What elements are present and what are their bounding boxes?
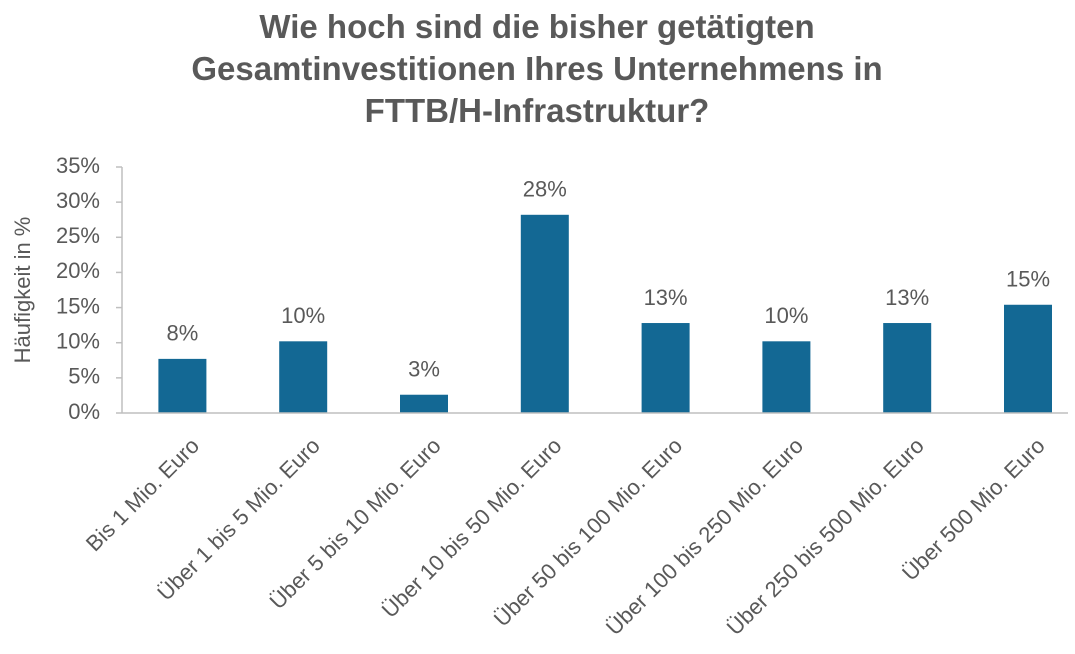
y-axis-label: Häufigkeit in %	[10, 217, 35, 364]
y-tick-label: 35%	[56, 153, 100, 178]
bar	[520, 214, 569, 413]
y-tick-label: 10%	[56, 329, 100, 354]
bar	[762, 341, 811, 413]
bar	[279, 341, 328, 413]
value-label: 13%	[885, 285, 929, 310]
bar	[1004, 304, 1052, 413]
value-label: 15%	[1006, 267, 1050, 292]
value-label: 13%	[644, 285, 688, 310]
value-label: 8%	[167, 321, 199, 346]
value-label: 28%	[523, 177, 567, 202]
value-label: 10%	[764, 303, 808, 328]
bar	[400, 394, 448, 413]
y-tick-label: 15%	[56, 293, 100, 318]
y-tick-label: 20%	[56, 258, 100, 283]
bar	[641, 323, 690, 413]
x-tick-label: Über 250 bis 500 Mio. Euro	[722, 433, 929, 640]
bar	[883, 323, 932, 413]
x-tick-label: Über 100 bis 250 Mio. Euro	[601, 433, 808, 640]
y-tick-label: 25%	[56, 223, 100, 248]
value-label: 10%	[281, 303, 325, 328]
chart-title: Wie hoch sind die bisher getätigten Gesa…	[191, 8, 883, 129]
x-tick-label: Bis 1 Mio. Euro	[81, 433, 204, 556]
y-tick-label: 5%	[68, 364, 100, 389]
value-label: 3%	[408, 357, 440, 382]
bar	[158, 358, 207, 413]
y-tick-label: 30%	[56, 188, 100, 213]
y-tick-label: 0%	[68, 399, 100, 424]
